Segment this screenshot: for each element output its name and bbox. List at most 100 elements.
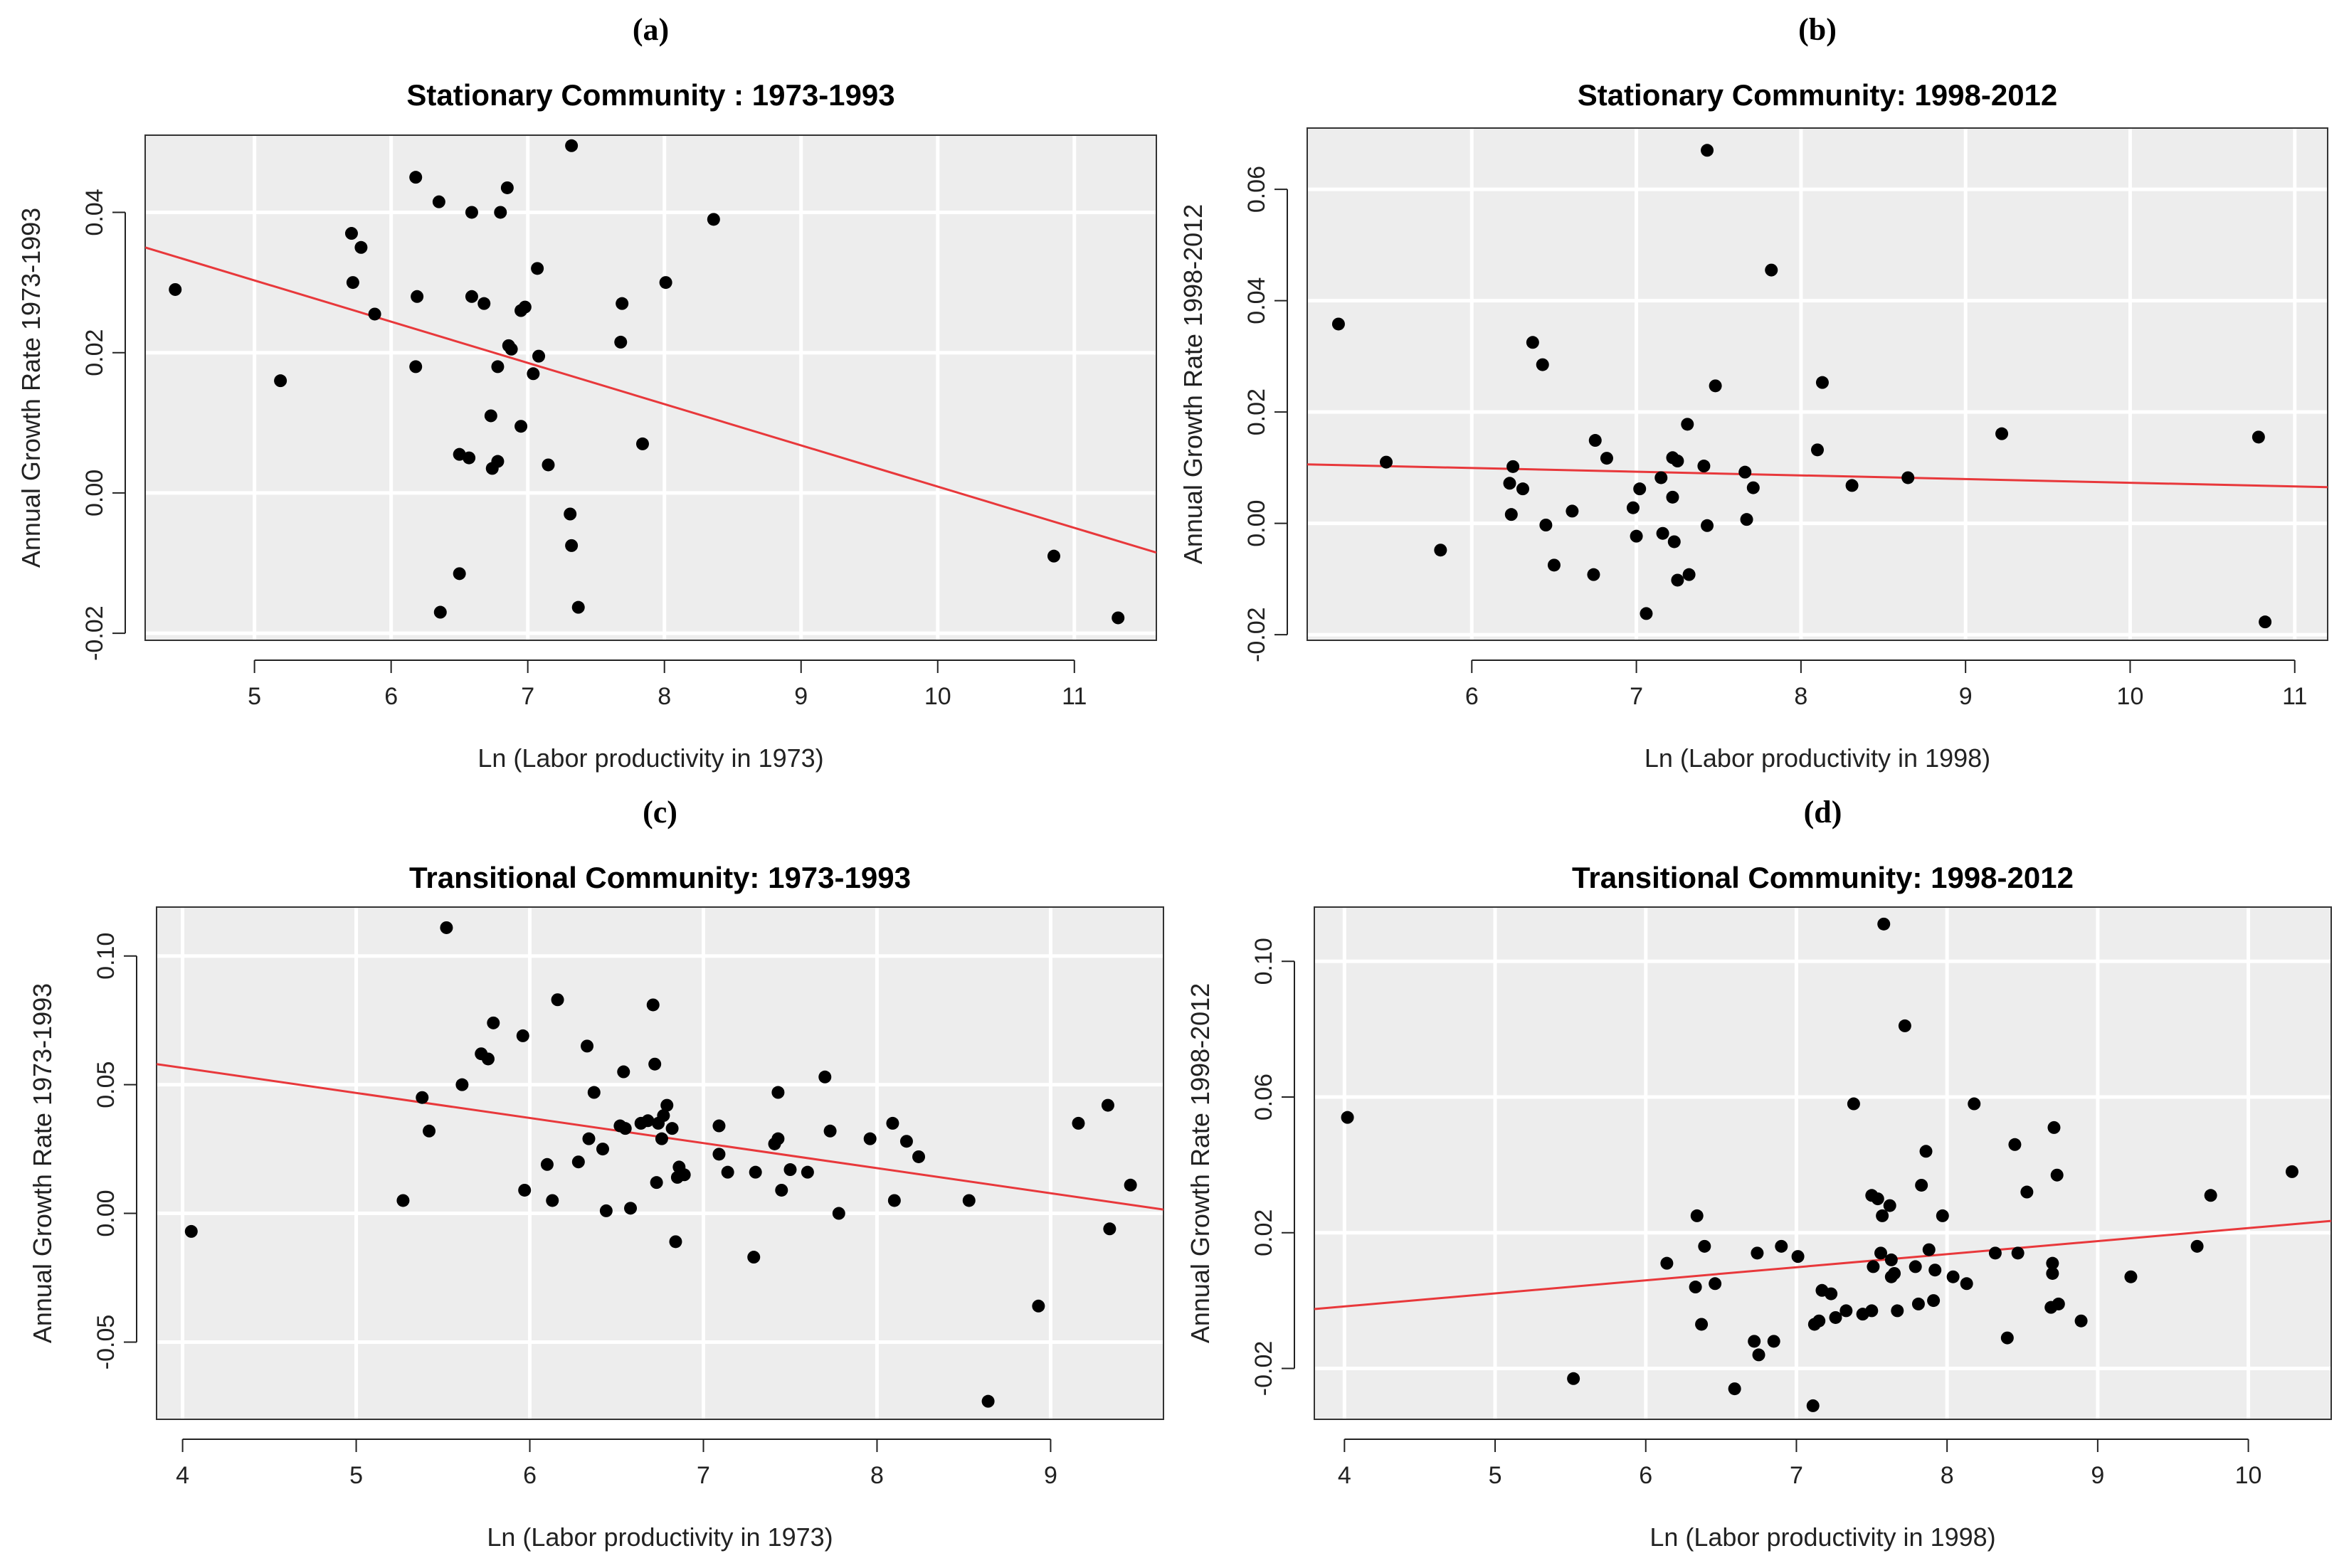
data-point [1671, 455, 1684, 467]
data-point [1919, 1145, 1933, 1158]
data-point [1871, 1192, 1884, 1206]
chart-svg: (b) Stationary Community: 1998-2012 6 7 8 9 10… [1178, 12, 2328, 773]
chart-panel-b: (b) Stationary Community: 1998-2012 6 7 8 9 10… [1175, 0, 2349, 779]
data-point [1815, 376, 1829, 389]
data-point [1503, 477, 1516, 490]
data-point [599, 1204, 613, 1217]
chart-svg: (a) Stationary Community : 1973-1993 5 6 7 8 9… [16, 12, 1157, 773]
data-point [1876, 1209, 1889, 1222]
data-point [1915, 1178, 1928, 1192]
data-point [2285, 1165, 2298, 1178]
data-point [463, 451, 476, 465]
data-point [1654, 471, 1668, 484]
x-tick-label: 9 [1044, 1462, 1057, 1489]
data-point [1536, 358, 1549, 371]
data-point [1839, 1304, 1853, 1318]
chart-svg: (c) Transitional Community: 1973-1993 4 5 6 7… [28, 795, 1164, 1552]
data-point [2259, 615, 2272, 629]
panel-label: (b) [1798, 12, 1837, 47]
data-point [1968, 1097, 1981, 1111]
panel-label: (c) [643, 795, 677, 830]
plot-area [157, 907, 1163, 1419]
data-point [527, 367, 540, 381]
regression-line [1314, 1219, 2331, 1310]
data-point [832, 1207, 845, 1220]
data-point [1697, 460, 1711, 473]
data-point [491, 360, 505, 374]
data-point [2074, 1314, 2088, 1328]
data-point [1748, 1335, 1761, 1348]
x-tick-label: 11 [1062, 683, 1087, 710]
data-point [1630, 529, 1643, 543]
data-point [518, 300, 532, 314]
data-point [1901, 471, 1915, 484]
x-tick-label: 11 [2282, 683, 2307, 710]
data-point [505, 342, 518, 356]
data-point [721, 1165, 734, 1179]
chart-panel-d: (d) Transitional Community: 1998-2012 4 5 6 7… [1175, 783, 2349, 1562]
data-point [665, 1122, 679, 1135]
data-point [1751, 1246, 1764, 1260]
axes: 4 5 6 7 8 9 -0.05 0.00 0.05 0.10 [93, 933, 1057, 1489]
data-point [1884, 1253, 1898, 1266]
data-point [1112, 611, 1125, 625]
data-point [1588, 434, 1602, 447]
x-tick-label: 8 [1941, 1462, 1954, 1489]
data-point [624, 1202, 638, 1215]
data-point [2050, 1168, 2064, 1182]
data-point [1547, 558, 1561, 572]
axes: 5 6 7 8 9 10 11 -0.02 0.00 0.02 0.04 [81, 189, 1087, 710]
data-point [1526, 336, 1539, 349]
data-point [1539, 519, 1553, 531]
data-point [396, 1194, 410, 1207]
grid [157, 907, 1163, 1419]
data-point [484, 409, 497, 423]
data-point [677, 1168, 691, 1182]
data-point [655, 1132, 668, 1145]
x-tick-label: 8 [870, 1462, 884, 1489]
x-tick-label: 8 [658, 683, 671, 710]
data-point [1988, 1246, 2002, 1260]
data-point [2052, 1297, 2065, 1310]
data-point [1806, 1399, 1820, 1412]
x-axis-label: Ln (Labor productivity in 1973) [487, 1522, 833, 1552]
data-point [1752, 1348, 1765, 1362]
data-point [565, 139, 579, 152]
data-point [1746, 481, 1760, 494]
data-point [614, 335, 628, 349]
data-point [551, 993, 564, 1007]
y-axis-label: Annual Growth Rate 1973-1993 [16, 208, 46, 568]
chart-svg: (d) Transitional Community: 1998-2012 4 5 6 7… [1186, 795, 2332, 1552]
x-tick-label: 10 [2235, 1462, 2262, 1489]
x-tick-label: 5 [1489, 1462, 1502, 1489]
y-tick-label: 0.02 [1243, 388, 1270, 435]
x-axis-label: Ln (Labor productivity in 1998) [1649, 1522, 1995, 1552]
data-point [184, 1224, 198, 1238]
data-point [1690, 1209, 1704, 1222]
y-tick-label: 0.00 [1243, 500, 1270, 547]
data-point [1928, 1264, 1942, 1277]
data-point [1911, 1297, 1925, 1310]
x-tick-label: 6 [1639, 1462, 1652, 1489]
x-tick-label: 5 [248, 683, 261, 710]
regression-line [1307, 463, 2328, 489]
plot-area [1314, 907, 2331, 1419]
data-point [453, 567, 466, 581]
data-point [618, 1122, 632, 1135]
data-point [1124, 1178, 1137, 1192]
data-point [571, 600, 585, 614]
data-point [1995, 427, 2009, 440]
data-point [749, 1165, 762, 1179]
data-point [1829, 1310, 1842, 1324]
data-point [1960, 1277, 1973, 1291]
data-point [899, 1135, 913, 1148]
data-point [565, 539, 579, 552]
data-point [1765, 263, 1778, 277]
x-tick-label: 6 [523, 1462, 537, 1489]
data-point [1666, 490, 1679, 504]
data-point [648, 1057, 662, 1071]
chart-panel-a: (a) Stationary Community : 1973-1993 5 6 7 8 9… [0, 0, 1174, 779]
data-point [887, 1194, 901, 1207]
data-point [423, 1124, 436, 1138]
panel-label: (d) [1804, 795, 1842, 830]
